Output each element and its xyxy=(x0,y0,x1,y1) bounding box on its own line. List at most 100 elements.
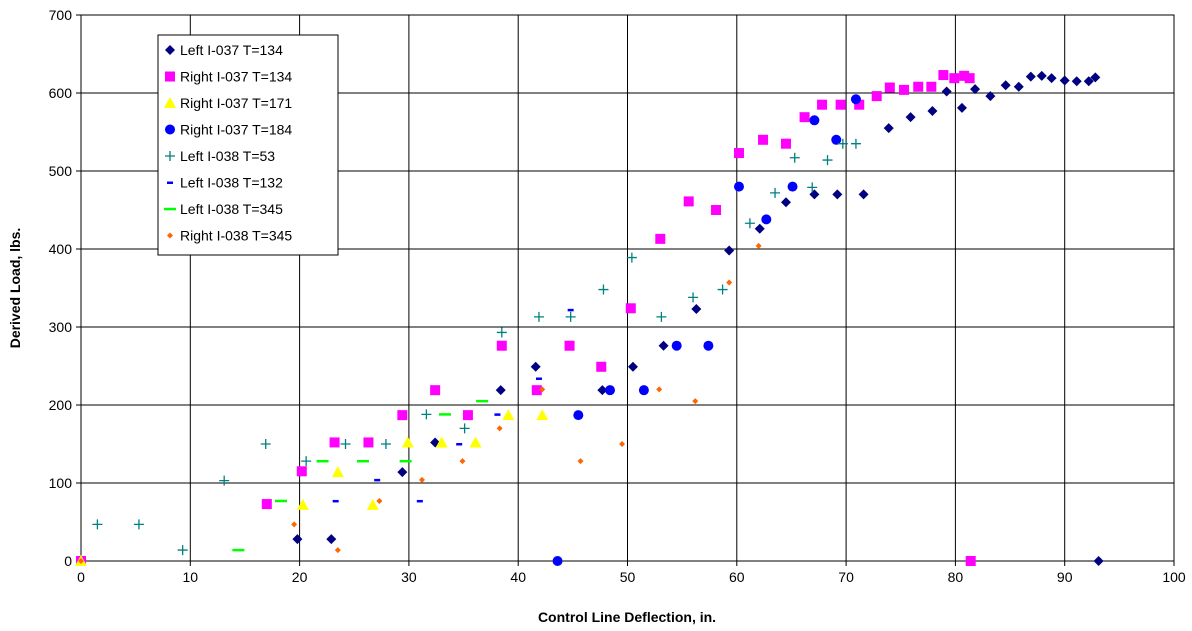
data-point xyxy=(970,84,981,95)
data-point xyxy=(822,155,833,166)
data-point xyxy=(1036,70,1047,81)
data-point xyxy=(884,82,895,93)
data-point xyxy=(854,99,865,110)
y-tick-label: 0 xyxy=(64,553,72,569)
data-point xyxy=(260,439,271,449)
x-tick-label: 90 xyxy=(1057,569,1073,585)
data-point xyxy=(573,410,584,421)
legend-entry: Left I-038 T=345 xyxy=(164,201,283,217)
data-point xyxy=(733,148,744,159)
legend-marker xyxy=(167,232,173,239)
data-point xyxy=(691,304,702,315)
data-point xyxy=(496,340,507,351)
data-point xyxy=(949,73,960,84)
data-point xyxy=(837,138,848,149)
data-point xyxy=(850,138,861,149)
data-point xyxy=(469,436,482,448)
data-point xyxy=(340,439,351,449)
data-point xyxy=(770,187,781,198)
data-point xyxy=(530,361,541,372)
data-point xyxy=(619,441,626,447)
data-point xyxy=(831,134,842,145)
data-point xyxy=(596,361,607,372)
data-point xyxy=(780,138,791,149)
data-point xyxy=(789,152,800,163)
data-point xyxy=(567,308,574,312)
data-point xyxy=(1013,81,1024,92)
data-point xyxy=(883,123,894,134)
data-point xyxy=(858,189,869,200)
x-axis-title: Control Line Deflection, in. xyxy=(538,609,716,625)
data-point xyxy=(711,205,722,215)
data-point xyxy=(871,91,882,102)
data-point xyxy=(671,340,682,351)
data-point xyxy=(638,385,649,396)
legend-entry: Right I-037 T=134 xyxy=(165,69,292,85)
data-point xyxy=(397,467,408,478)
data-point xyxy=(754,223,765,234)
data-point xyxy=(92,519,103,530)
tick-labels: 0 10 20 30 40 50 60 70 80 90 100 0 100 200 300 400 500 60… xyxy=(49,7,1186,585)
data-points xyxy=(75,70,1104,566)
data-point xyxy=(985,91,996,102)
legend-label: Left I-038 T=53 xyxy=(180,148,275,164)
axes xyxy=(76,14,1175,566)
data-point xyxy=(1000,80,1011,91)
data-point xyxy=(905,112,916,123)
data-point xyxy=(331,466,344,478)
data-point xyxy=(329,437,340,448)
legend: Left I-037 T=134 Right I-037 T=134 Right I… xyxy=(157,34,339,256)
data-point xyxy=(476,399,489,403)
data-point xyxy=(421,409,432,420)
data-point xyxy=(496,327,507,338)
x-tick-label: 80 xyxy=(948,569,964,585)
data-point xyxy=(334,547,341,554)
data-point xyxy=(275,499,288,503)
data-point xyxy=(380,439,391,449)
x-tick-label: 60 xyxy=(729,569,745,585)
legend-label: Right I-037 T=171 xyxy=(180,95,292,111)
data-point xyxy=(1093,556,1104,566)
x-tick-label: 30 xyxy=(401,569,417,585)
data-point xyxy=(787,181,798,192)
data-point xyxy=(292,534,303,545)
data-point xyxy=(625,303,636,314)
data-point xyxy=(1071,76,1082,87)
data-point xyxy=(744,218,755,229)
data-point xyxy=(565,311,576,322)
data-point xyxy=(399,459,412,463)
data-point xyxy=(459,458,466,465)
data-point xyxy=(435,436,448,448)
data-point xyxy=(356,459,369,463)
legend-marker xyxy=(167,181,173,184)
data-point xyxy=(366,498,379,510)
data-point xyxy=(232,548,245,552)
series-5 xyxy=(92,138,861,556)
data-point xyxy=(430,385,441,396)
data-point xyxy=(703,340,714,351)
data-point xyxy=(363,437,374,448)
data-point xyxy=(658,340,669,351)
data-point xyxy=(326,534,337,545)
data-point xyxy=(755,242,762,249)
data-point xyxy=(656,386,663,393)
data-point xyxy=(1059,75,1070,86)
data-point xyxy=(496,425,503,432)
data-point xyxy=(419,476,426,483)
x-tick-label: 0 xyxy=(77,569,85,585)
legend-marker xyxy=(165,151,175,161)
x-tick-label: 50 xyxy=(620,569,636,585)
data-point xyxy=(927,105,938,116)
legend-entry: Right I-038 T=345 xyxy=(167,228,292,244)
legend-entry: Right I-037 T=184 xyxy=(165,122,292,138)
data-point xyxy=(539,386,546,393)
data-point xyxy=(809,115,820,126)
data-point xyxy=(296,466,307,477)
data-point xyxy=(332,499,339,503)
x-tick-label: 40 xyxy=(510,569,526,585)
data-point xyxy=(688,292,699,303)
data-point xyxy=(494,413,501,416)
data-point xyxy=(807,182,818,193)
y-tick-label: 700 xyxy=(49,7,73,23)
y-tick-label: 600 xyxy=(49,85,73,101)
